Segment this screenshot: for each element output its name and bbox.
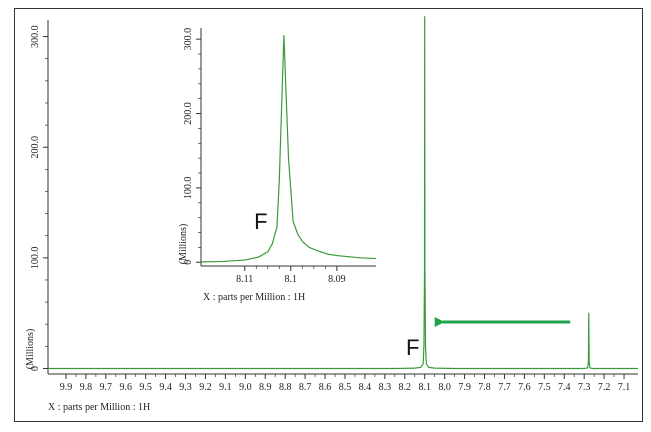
main-y-tick-label: 300.0: [30, 25, 41, 48]
main-x-tick-label: 7.3: [578, 382, 591, 393]
main-peak-label: F: [406, 335, 419, 360]
plot-frame: [14, 8, 643, 422]
inset-spectrum-line: [200, 34, 377, 263]
inset-y-tick-label: 0: [183, 260, 194, 265]
main-y-axis-label: (Millions): [25, 329, 36, 370]
main-y-tick-label: 100.0: [30, 247, 41, 270]
inset-y-tick-label: 100.0: [183, 177, 194, 200]
main-x-tick-label: 8.6: [319, 382, 332, 393]
inset-y-tick-label: 200.0: [183, 102, 194, 125]
main-x-tick-label: 8.8: [279, 382, 292, 393]
main-x-tick-label: 8.1: [418, 382, 431, 393]
inset-plot: 8.11 8.1 8.09 0 100.0 200.0 300.0 X : parts per…: [178, 28, 377, 303]
inset-y-axis-label: (Millions): [178, 224, 189, 265]
main-y-tick-label: 200.0: [30, 136, 41, 159]
main-y-tick-label: 0: [30, 366, 41, 371]
main-x-tick-label: 7.6: [518, 382, 531, 393]
main-spectrum-line: [48, 16, 638, 370]
main-x-tick-label: 9.9: [60, 382, 73, 393]
main-x-tick-label: 7.4: [558, 382, 571, 393]
main-x-tick-label: 9.5: [139, 382, 152, 393]
main-x-tick-label: 7.5: [538, 382, 551, 393]
main-x-tick-label: 9.2: [199, 382, 212, 393]
main-x-tick-label: 7.7: [498, 382, 511, 393]
main-plot: 9.9 9.8 9.7 9.6 9.5 9.4 9.3 9.2 9.1 9.0 8.9 8.8 8.7 8…: [25, 16, 638, 413]
inset-x-tick-label: 8.09: [328, 274, 346, 285]
inset-x-tick-label: 8.11: [236, 274, 253, 285]
main-x-tick-label: 7.9: [458, 382, 471, 393]
main-x-tick-label: 9.7: [100, 382, 113, 393]
inset-peak-label: F: [254, 209, 267, 234]
main-x-tick-label: 8.4: [359, 382, 372, 393]
main-x-tick-label: 9.4: [159, 382, 172, 393]
main-x-tick-label: 9.6: [119, 382, 132, 393]
main-x-tick-label: 9.3: [179, 382, 192, 393]
main-x-tick-label: 9.8: [80, 382, 93, 393]
main-x-tick-label: 9.0: [239, 382, 252, 393]
main-x-tick-label: 8.9: [259, 382, 272, 393]
inset-x-axis-label: X : parts per Million : 1H: [203, 292, 305, 303]
main-x-tick-label: 7.1: [618, 382, 631, 393]
main-x-tick-label: 8.5: [339, 382, 352, 393]
inset-x-tick-label: 8.1: [285, 274, 298, 285]
main-x-tick-label: 8.3: [379, 382, 392, 393]
main-x-tick-label: 8.2: [399, 382, 412, 393]
main-x-tick-label: 9.1: [219, 382, 232, 393]
main-x-tick-label: 7.8: [478, 382, 491, 393]
main-x-tick-label: 8.7: [299, 382, 312, 393]
inset-y-tick-label: 300.0: [183, 28, 194, 51]
main-x-axis-label: X : parts per Million : 1H: [48, 402, 150, 413]
main-x-tick-label: 7.2: [598, 382, 611, 393]
main-x-tick-label: 8.0: [438, 382, 451, 393]
